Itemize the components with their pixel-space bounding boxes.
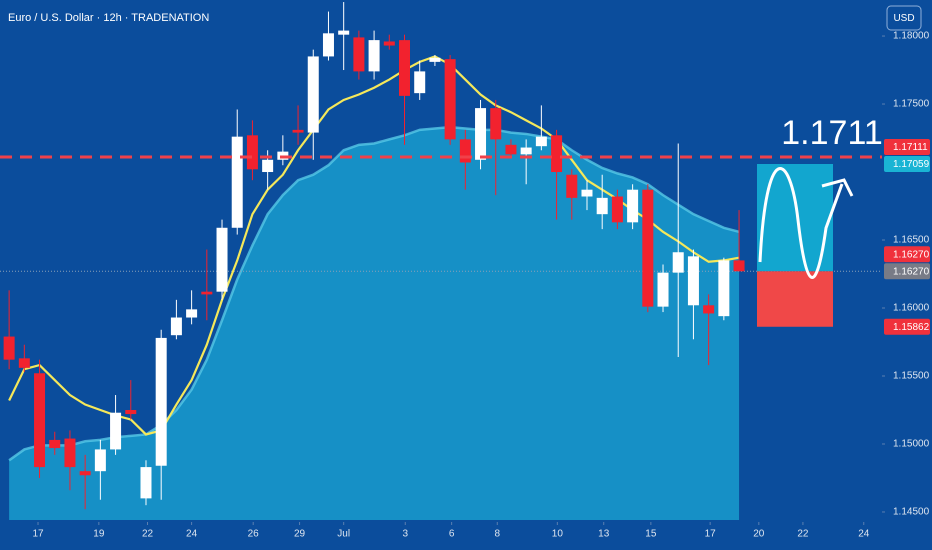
candle-body: [94, 449, 106, 472]
candle-body: [718, 260, 730, 317]
arrow-head: [821, 178, 854, 197]
candle-body: [64, 438, 76, 468]
candle-body: [216, 227, 228, 292]
candle-body: [551, 135, 563, 173]
x-tick-label: 3: [402, 529, 408, 540]
price-tag: [884, 155, 930, 172]
indicator-area-edge: [8, 125, 740, 462]
y-tick-label: 1.14500: [893, 507, 930, 518]
candle-body: [34, 373, 46, 468]
x-tick-label: 17: [705, 529, 717, 540]
price-tag-label: 1.15862: [893, 322, 930, 333]
candle-body: [535, 136, 547, 147]
y-tick-label: 1.15500: [893, 371, 930, 382]
x-tick-label: 17: [32, 529, 44, 540]
target-label: 1.1711: [781, 114, 882, 152]
indicator-area: [9, 127, 740, 520]
candle-body: [672, 252, 684, 273]
candle-body: [186, 309, 198, 318]
candle-body: [657, 272, 669, 307]
candle-body: [642, 189, 654, 307]
candle-body: [140, 467, 152, 499]
x-tick-label: 26: [248, 529, 260, 540]
price-tag: [884, 263, 930, 280]
candle-body: [687, 256, 699, 306]
x-tick-label: 22: [142, 529, 154, 540]
chart-title: Euro / U.S. Dollar · 12h · TRADENATION: [8, 12, 209, 24]
candle-body: [505, 144, 517, 155]
candle-body: [231, 136, 243, 228]
candle-body: [262, 159, 274, 173]
candle-body: [170, 317, 182, 336]
price-tag-label: 1.16270: [893, 266, 930, 277]
currency-button[interactable]: [886, 5, 922, 31]
candle-body: [520, 147, 532, 155]
y-tick-label: 1.16500: [893, 235, 930, 246]
candle-body: [429, 57, 441, 62]
x-tick-label: 10: [552, 529, 564, 540]
currency-label[interactable]: USD: [893, 13, 914, 24]
candle-body: [703, 305, 715, 314]
candle-body: [733, 260, 745, 272]
x-tick-label: 20: [753, 529, 765, 540]
x-tick-label: 15: [645, 529, 657, 540]
x-tick-label: 6: [449, 529, 455, 540]
y-tick-label: 1.18000: [893, 31, 930, 42]
candle-body: [125, 409, 137, 415]
candle-body: [246, 135, 258, 170]
candle-body: [444, 59, 456, 140]
candle-body: [581, 189, 593, 197]
candle-body: [3, 336, 15, 360]
candle-body: [110, 412, 122, 450]
candle-body: [155, 337, 167, 466]
candle-body: [475, 108, 487, 160]
candle-body: [368, 40, 380, 72]
candle-body: [201, 291, 213, 295]
price-tag: [884, 138, 930, 155]
plot: [0, 2, 882, 520]
x-tick-label: Jul: [337, 529, 350, 540]
candle-body: [383, 41, 395, 46]
candle-body: [307, 56, 319, 133]
candle-body: [338, 30, 350, 35]
y-tick-label: 1.16000: [893, 303, 930, 314]
candle-body: [459, 139, 471, 163]
candle-body: [566, 174, 578, 198]
stop-box: [757, 271, 833, 327]
projection: [757, 163, 833, 327]
candle-body: [322, 33, 334, 57]
x-tick-label: 29: [294, 529, 306, 540]
candle-body: [611, 196, 623, 223]
x-tick-label: 22: [797, 529, 809, 540]
x-tick-label: 13: [598, 529, 610, 540]
candle-body: [414, 71, 426, 94]
candle-body: [399, 40, 411, 96]
candle-body: [292, 129, 304, 133]
price-tag-label: 1.16270: [893, 249, 930, 260]
x-tick-label: 8: [494, 529, 500, 540]
y-tick-label: 1.15000: [893, 439, 930, 450]
candle-body: [353, 37, 365, 72]
price-tag: [884, 246, 930, 263]
x-tick-label: 24: [186, 529, 198, 540]
candle-body: [49, 439, 61, 449]
price-tag-label: 1.17059: [893, 159, 930, 170]
candle-body: [596, 197, 608, 215]
wave-arrow: [758, 167, 844, 279]
y-tick-label: 1.17500: [893, 99, 930, 110]
x-tick-label: 24: [858, 529, 870, 540]
candle-body: [18, 358, 30, 368]
price-axis: 1.14500 1.15000 1.15500 1.16000 1.16500 1.175…: [32, 31, 930, 540]
candle-body: [627, 189, 639, 223]
x-tick-label: 19: [93, 529, 105, 540]
price-tag-label: 1.17111: [893, 142, 928, 153]
candle-body: [79, 471, 91, 476]
candle-body: [490, 108, 502, 140]
price-tag: [884, 318, 930, 335]
